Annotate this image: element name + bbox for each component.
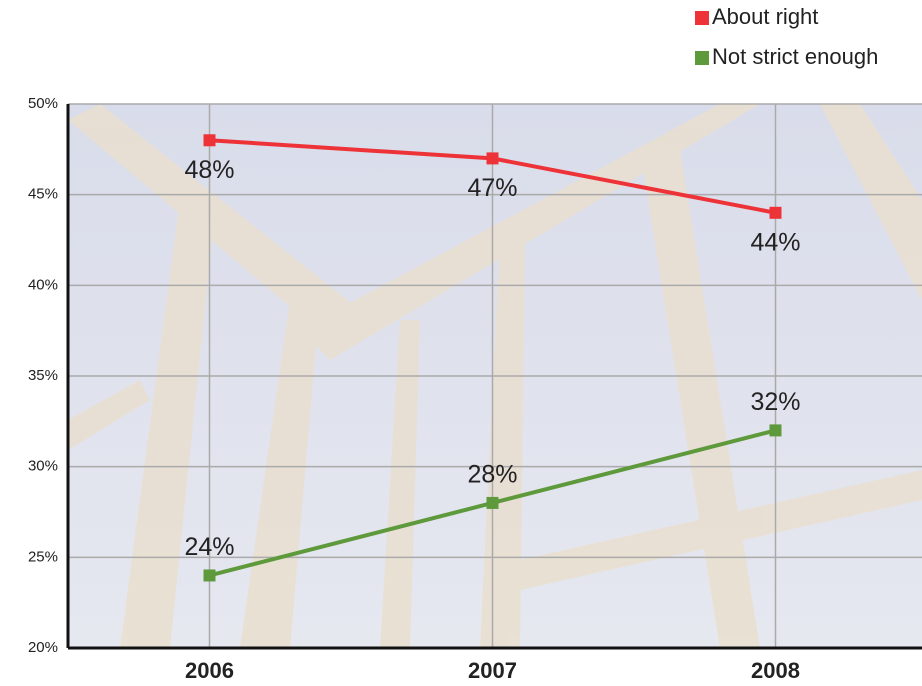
y-tick-label: 25% — [28, 548, 58, 565]
x-tick-label: 2007 — [468, 658, 517, 683]
y-tick-label: 35% — [28, 367, 58, 384]
point — [486, 152, 499, 165]
y-tick-label: 30% — [28, 458, 58, 475]
y-tick-label: 50% — [28, 95, 58, 112]
point — [769, 424, 782, 437]
legend-swatch — [695, 51, 709, 65]
point — [486, 496, 499, 509]
y-tick-label: 45% — [28, 186, 58, 203]
data-label: 44% — [750, 228, 800, 256]
legend-label: Not strict enough — [712, 44, 878, 69]
data-label: 48% — [184, 156, 234, 184]
point — [203, 134, 216, 147]
point — [769, 206, 782, 219]
data-label: 28% — [467, 461, 517, 489]
x-tick-label: 2008 — [751, 658, 800, 683]
y-tick-label: 20% — [28, 639, 58, 656]
data-label: 24% — [184, 533, 234, 561]
point — [203, 569, 216, 582]
legend-swatch — [695, 11, 709, 25]
data-label: 32% — [750, 388, 800, 416]
legend-label: About right — [712, 4, 818, 29]
data-label: 47% — [467, 174, 517, 202]
y-tick-label: 40% — [28, 276, 58, 293]
x-tick-label: 2006 — [185, 658, 234, 683]
